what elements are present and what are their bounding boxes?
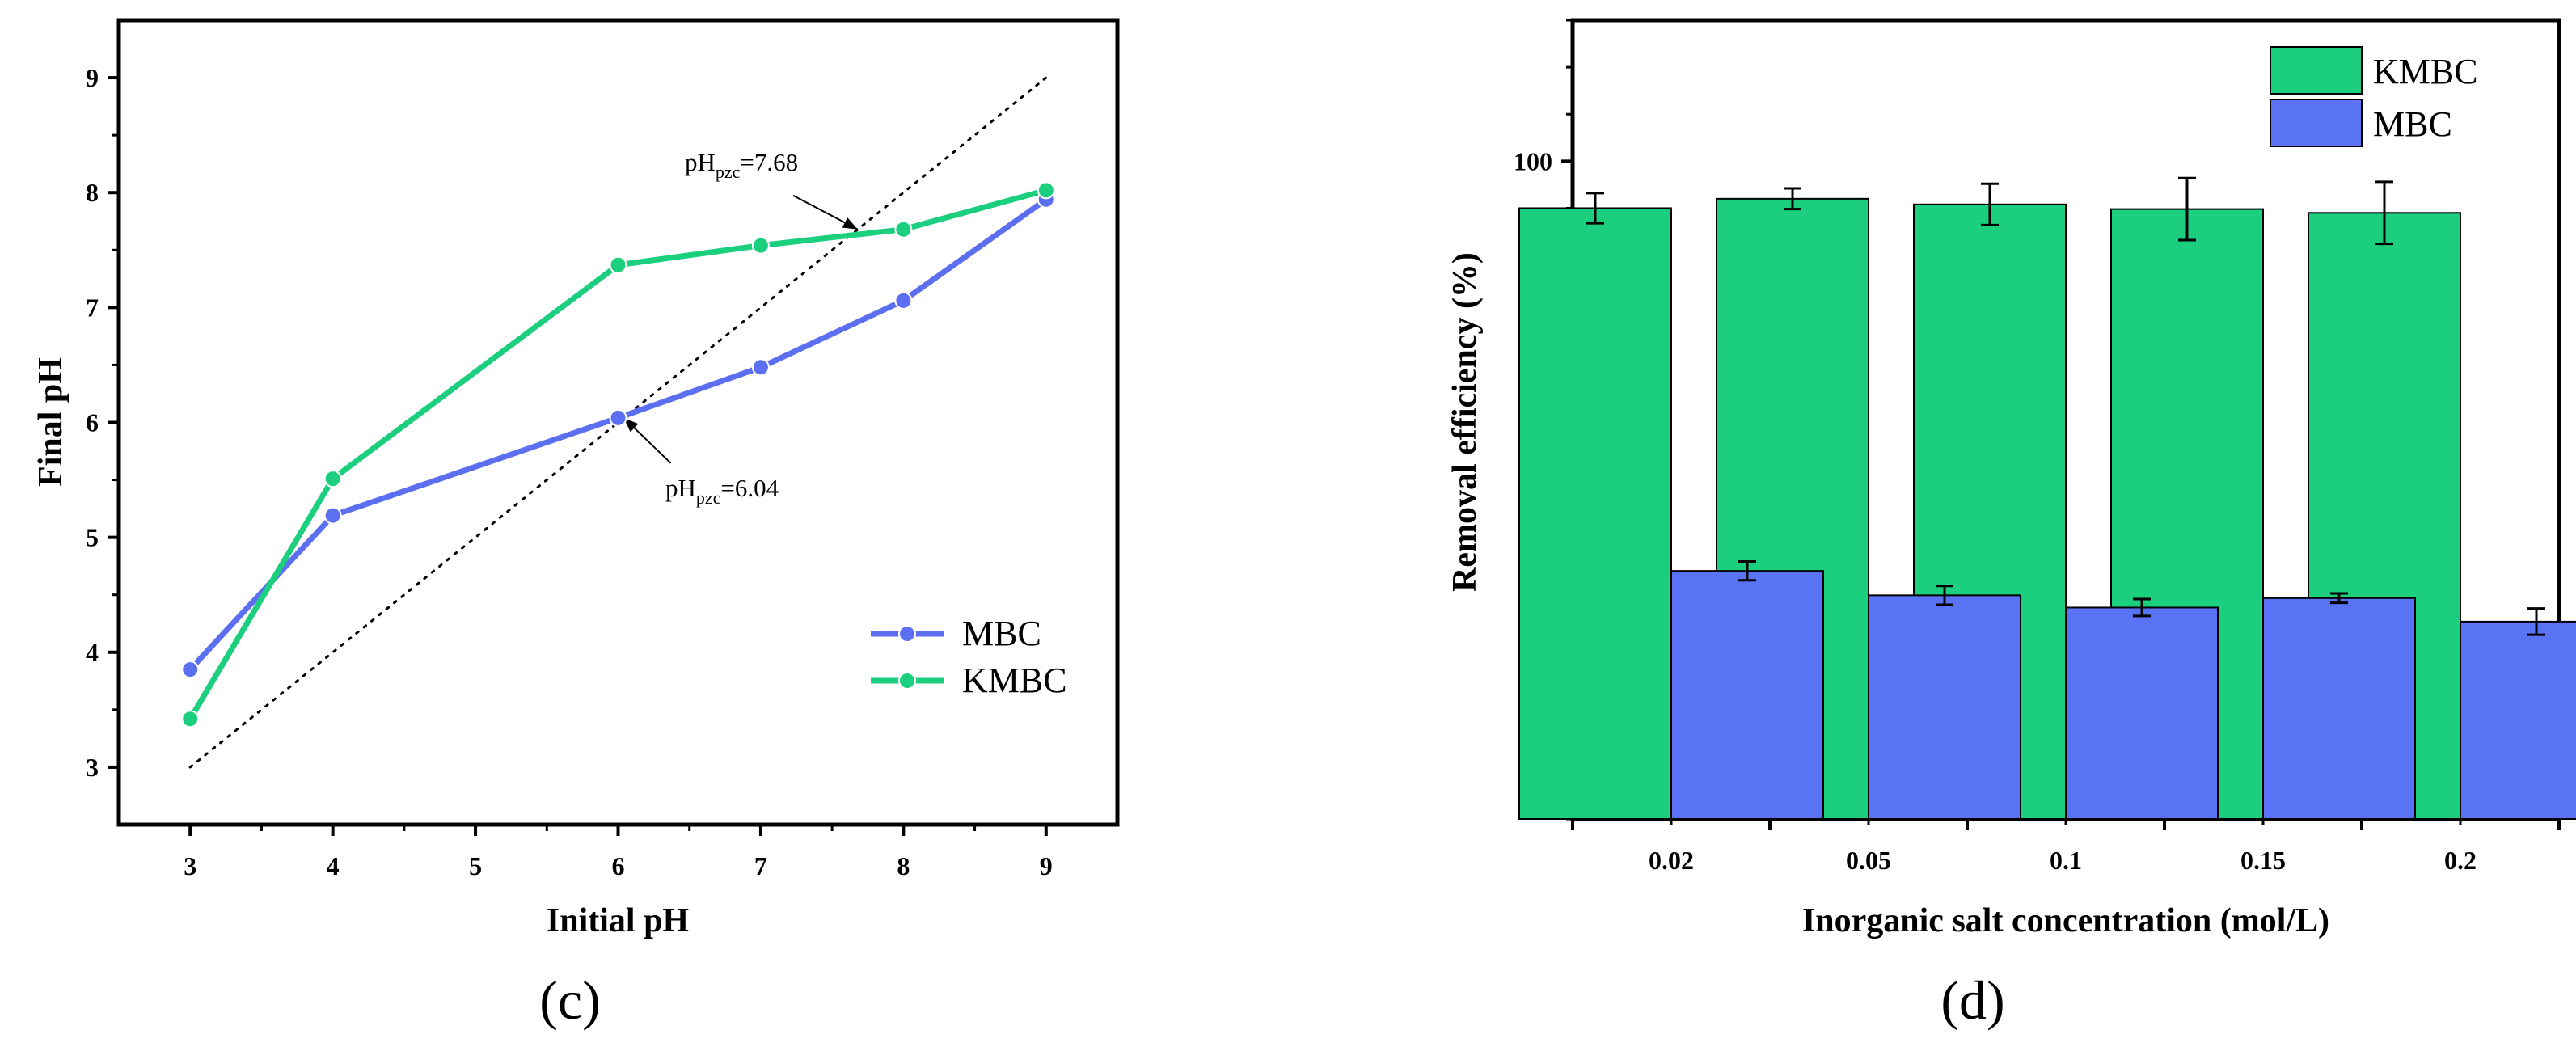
x-tick-label: 6 — [612, 851, 625, 880]
panel-c-label: (c) — [539, 969, 600, 1031]
data-point-mbc — [609, 408, 627, 427]
y-tick-label: 5 — [86, 523, 99, 552]
legend-label-kmbc-bar: KMBC — [2373, 52, 2478, 91]
bar-mbc — [1670, 570, 1824, 820]
y-tick-label: 3 — [86, 753, 99, 782]
panel-d-y-axis-title: Removal efficiency (%) — [1446, 252, 1484, 592]
y-tick-label: 4 — [86, 638, 99, 667]
y-tick-label: 6 — [86, 408, 99, 437]
panel-c-line-chart: 3 4 5 6 7 8 9 3 4 5 6 7 8 9 pHpzc=7.68 pHpzc=6.04 MBC… — [32, 18, 1120, 1031]
series-line-kmbc — [188, 187, 1047, 721]
x-tick-label: 0.1 — [2050, 846, 2082, 875]
panel-c-x-axis-title: Initial pH — [547, 902, 689, 939]
legend-swatch-mbc-bar — [2270, 99, 2363, 147]
panel-d-label: (d) — [1940, 969, 2004, 1031]
bar-mbc — [2262, 597, 2416, 820]
panel-d-legend: KMBC MBC — [2270, 46, 2478, 147]
y-tick-label: 100 — [1514, 146, 1552, 175]
data-point-mbc — [323, 506, 342, 525]
y-tick-label: 7 — [86, 293, 99, 322]
data-point-kmbc — [323, 470, 342, 488]
x-tick-label: 4 — [327, 851, 340, 880]
data-point-kmbc — [751, 236, 770, 255]
data-point-mbc — [894, 291, 913, 310]
x-tick-label: 0.15 — [2240, 846, 2286, 875]
bar-kmbc — [1518, 207, 1672, 820]
x-tick-label: 0.2 — [2444, 846, 2477, 875]
x-tick-label: 0.05 — [1846, 846, 1891, 875]
panel-d-x-axis-title: Inorganic salt concentration (mol/L) — [1802, 902, 2329, 939]
data-point-kmbc — [894, 220, 913, 238]
x-tick-label: 0.02 — [1649, 846, 1694, 875]
legend-label-kmbc: KMBC — [962, 661, 1067, 700]
y-tick-label: 9 — [86, 63, 99, 92]
data-point-mbc — [751, 358, 770, 377]
panel-c-annotations: pHpzc=7.68 pHpzc=6.04 — [665, 148, 798, 508]
series-line-mbc — [188, 196, 1048, 672]
panel-c-ticks: 3 4 5 6 7 8 9 3 4 5 6 7 8 9 — [86, 63, 1053, 880]
annotation-arrow-head — [623, 417, 639, 433]
annotation-arrow-head — [842, 217, 858, 230]
x-tick-label: 5 — [469, 851, 482, 880]
reference-line-y-equals-x — [188, 76, 1048, 769]
legend-marker-kmbc — [898, 672, 916, 690]
panel-c-plot-area — [181, 76, 1055, 769]
y-tick-label: 8 — [86, 178, 99, 207]
x-tick-label: 9 — [1040, 851, 1053, 880]
legend-swatch-kmbc-bar — [2270, 46, 2363, 95]
legend-marker-mbc — [898, 625, 916, 643]
data-point-kmbc — [1037, 181, 1055, 200]
bar-mbc — [2065, 606, 2219, 820]
legend-label-mbc-bar: MBC — [2373, 104, 2452, 144]
legend-label-mbc: MBC — [962, 614, 1041, 653]
pzc-annotation-mbc: pHpzc=6.04 — [665, 474, 779, 508]
panel-c-legend: MBC KMBC — [871, 614, 1067, 700]
data-point-mbc — [181, 661, 200, 679]
panel-d-bar-chart: 4060801000.020.050.10.150.2 KMBC MBC Ino… — [1446, 18, 2576, 1031]
x-tick-label: 7 — [754, 851, 767, 880]
data-point-kmbc — [609, 255, 627, 274]
data-point-kmbc — [181, 710, 200, 728]
pzc-annotation-kmbc: pHpzc=7.68 — [685, 148, 798, 182]
panel-d-plot-area — [1518, 176, 2576, 821]
bar-mbc — [1868, 594, 2021, 820]
x-tick-label: 3 — [184, 851, 196, 880]
bar-mbc — [2460, 620, 2576, 820]
x-tick-label: 8 — [897, 851, 910, 880]
panel-c-y-axis-title: Final pH — [32, 357, 70, 487]
